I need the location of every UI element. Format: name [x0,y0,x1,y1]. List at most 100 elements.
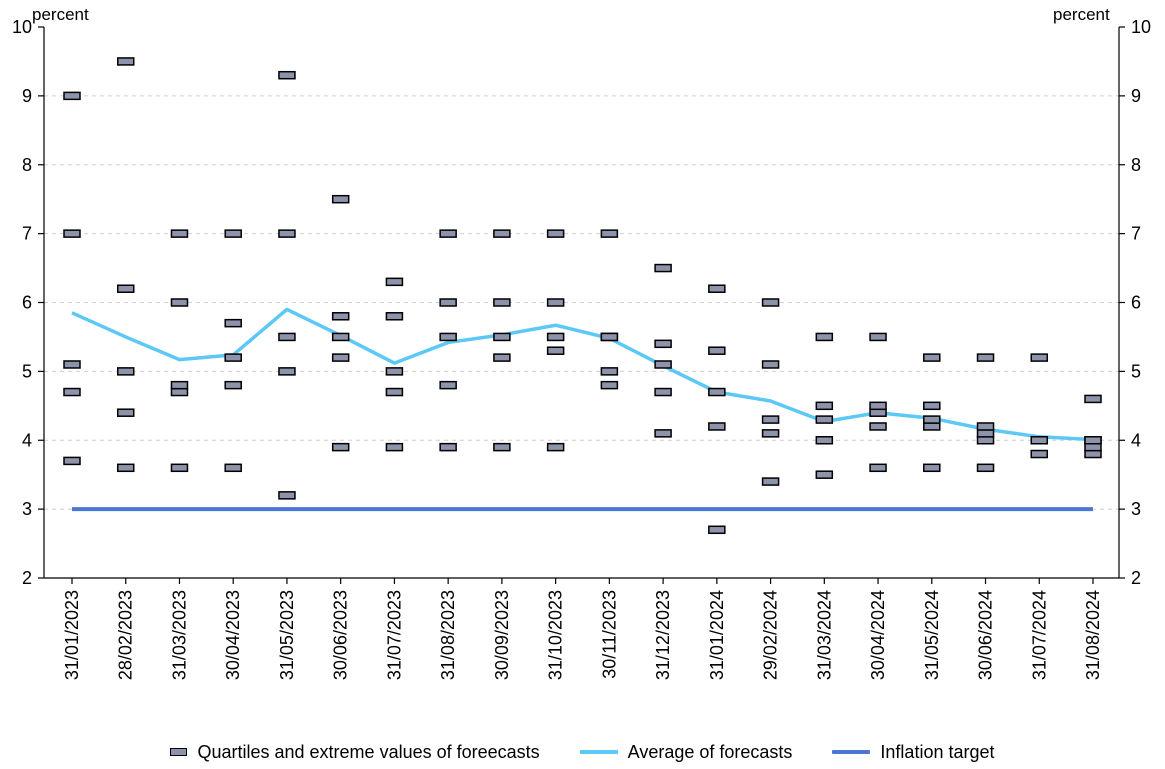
forecast-marker [1084,449,1102,459]
forecast-marker [170,229,189,238]
x-tick-labels: 31/01/2023 28/02/2023 31/03/2023 30/04/2023… [62,590,1103,680]
forecast-marker [331,194,350,204]
gridlines [44,95,1119,510]
forecast-marker [170,298,189,307]
forecast-marker [116,367,135,376]
legend-label-quartiles: Quartiles and extreme values of foreecas… [197,741,540,762]
forecast-marker [63,387,81,397]
forecast-marker [761,360,780,369]
forecast-marker [439,380,457,390]
legend-swatch-target [832,750,871,754]
forecast-marker [869,408,887,417]
y-tick-label-left: 9 [22,86,32,106]
forecast-marker [493,332,511,342]
forecast-marker [385,387,404,397]
forecast-marker [170,463,189,473]
forecast-marker [923,353,941,362]
legend-label-average: Average of forecasts [627,741,793,762]
y-tick-labels-left: 2 3 4 5 6 7 8 9 10 [12,17,32,588]
x-tick-label: 29/02/2024 [761,590,781,680]
forecast-marker [869,463,887,473]
forecast-marker [761,477,780,486]
forecast-marker [224,380,242,390]
legend-swatch-average [579,750,618,754]
forecast-marker [976,436,995,445]
forecast-marker [331,353,350,362]
y-tick-label-right: 10 [1131,17,1151,37]
forecast-marker [546,442,565,452]
forecast-marker [1084,442,1102,452]
forecast-marker [923,463,941,473]
x-tick-label: 31/07/2024 [1029,590,1049,680]
forecast-marker [600,229,619,238]
forecast-marker [493,298,511,307]
forecast-marker [546,298,565,307]
forecast-marker [278,332,296,342]
y-tick-label-right: 9 [1131,86,1141,106]
forecast-marker [923,422,941,431]
forecast-marker [439,332,457,342]
y-tick-label-left: 2 [22,568,32,588]
forecast-marker [493,353,511,362]
y-tick-label-left: 3 [22,499,32,519]
legend: Quartiles and extreme values of foreecas… [0,740,1165,764]
x-tick-label: 30/06/2024 [976,590,996,680]
forecast-marker [439,229,457,238]
y-tick-label-left: 10 [12,17,32,37]
forecast-marker [63,91,81,101]
forecast-marker [331,442,350,452]
y-tick-label-right: 7 [1131,224,1141,244]
forecast-marker [385,312,404,321]
forecast-marker [600,332,619,342]
forecast-marker [116,463,135,473]
forecast-marker [116,408,135,417]
y-tick-label-right: 3 [1131,499,1141,519]
forecast-marker [546,346,565,355]
forecast-marker [546,332,565,342]
forecast-marker [815,436,834,445]
forecast-marker [224,353,242,362]
x-tick-label: 30/04/2024 [868,590,888,680]
forecast-marker [923,415,941,424]
forecast-marker [976,463,995,473]
legend-label-target: Inflation target [880,741,995,762]
forecast-marker [815,470,834,479]
x-tick-label: 31/08/2023 [438,590,458,680]
forecast-marker [63,229,81,238]
y-unit-label-left: percent [32,5,89,24]
legend-item-target: Inflation target [832,741,995,763]
legend-swatch-quartiles [170,748,188,756]
x-tick-label: 31/03/2024 [814,590,834,680]
x-tick-label: 30/06/2023 [331,590,351,680]
average-forecasts-line [71,307,1094,442]
y-tick-label-right: 8 [1131,155,1141,175]
forecast-marker [278,70,296,80]
forecast-marker [1084,394,1102,404]
forecast-marker [63,360,81,369]
forecast-marker [331,332,350,342]
y-unit-label-right: percent [1053,5,1110,24]
forecast-marker [493,229,511,238]
forecast-marker [976,429,995,438]
x-tick-label: 30/09/2023 [492,590,512,680]
forecast-marker [170,380,189,390]
forecast-marker [116,57,135,66]
forecast-marker [331,312,350,321]
forecast-marker [654,429,672,438]
forecast-marker [761,429,780,438]
forecast-marker [1030,436,1049,445]
forecast-marker [976,353,995,362]
forecast-marker [439,298,457,307]
forecast-marker [224,463,242,473]
forecast-marker [170,387,189,397]
x-tick-label: 28/02/2023 [116,590,136,680]
y-tick-label-left: 6 [22,293,32,313]
x-tick-label: 30/11/2023 [599,590,619,679]
forecast-marker [116,284,135,293]
forecast-marker [708,387,726,397]
forecast-marker [654,339,672,349]
forecast-marker [976,422,995,431]
x-tick-label: 31/08/2024 [1083,590,1103,680]
x-tick-label: 31/12/2023 [653,590,673,680]
forecast-marker [654,360,672,369]
